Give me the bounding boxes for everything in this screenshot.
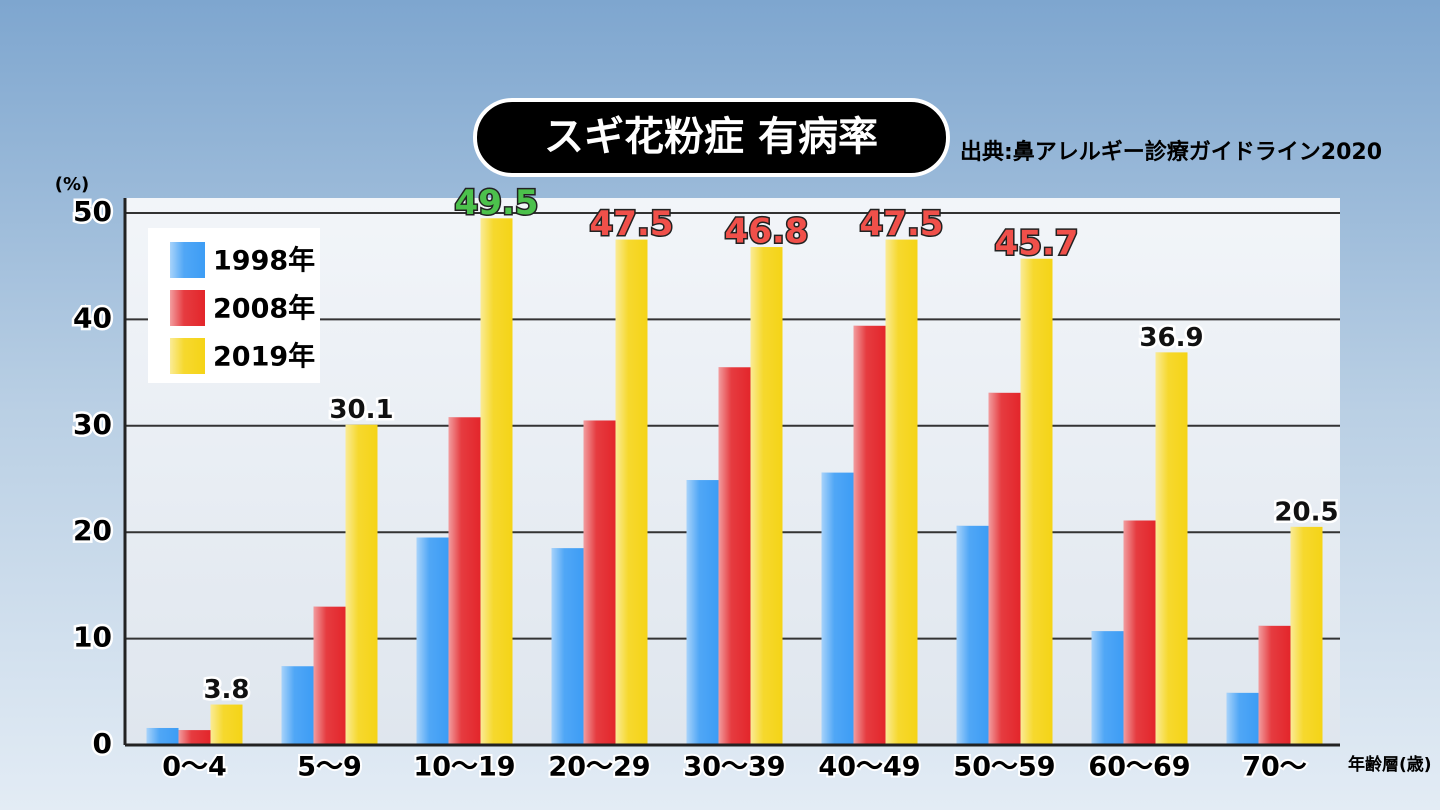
x-tick-label: 10〜19 xyxy=(413,752,515,783)
y-tick-label: 40 xyxy=(73,301,112,334)
bar-highlight xyxy=(1258,625,1291,745)
chart-title: スギ花粉症 有病率 xyxy=(544,114,878,160)
legend-swatch-highlight xyxy=(170,242,205,278)
bar-highlight xyxy=(551,548,584,745)
x-tick-label: 60〜69 xyxy=(1088,752,1190,783)
x-axis-label: 年齢層(歳) xyxy=(1348,754,1432,775)
legend-label: 2019年 xyxy=(213,341,315,373)
bar-highlight xyxy=(210,704,243,745)
bar-highlight xyxy=(146,727,179,745)
y-tick-label: 20 xyxy=(73,514,112,547)
bar-highlight xyxy=(345,424,378,745)
bar-highlight xyxy=(1155,352,1188,745)
bar-highlight xyxy=(1290,526,1323,745)
y-axis-label: (%) xyxy=(55,174,90,195)
y-tick-label: 0 xyxy=(93,727,112,760)
bar-highlight xyxy=(1020,258,1053,745)
x-tick-label: 20〜29 xyxy=(548,752,650,783)
bar-highlight xyxy=(281,666,314,745)
x-tick-label: 40〜49 xyxy=(818,752,920,783)
x-tick-label: 5〜9 xyxy=(297,752,362,783)
value-label: 49.5 xyxy=(455,183,539,223)
value-label: 47.5 xyxy=(590,204,674,244)
title-box xyxy=(473,98,950,177)
bar-highlight xyxy=(988,392,1021,745)
bar-highlight xyxy=(313,606,346,745)
y-tick-label: 10 xyxy=(73,621,112,654)
value-label: 20.5 xyxy=(1274,497,1338,527)
x-tick-label: 30〜39 xyxy=(683,752,785,783)
bar-highlight xyxy=(583,420,616,745)
x-tick-label: 70〜 xyxy=(1242,752,1307,783)
bar-highlight xyxy=(1123,520,1156,745)
x-tick-label: 0〜4 xyxy=(162,752,227,783)
bar-highlight xyxy=(956,525,989,745)
legend-swatch-highlight xyxy=(170,290,205,326)
bar-highlight xyxy=(885,239,918,745)
value-label: 3.8 xyxy=(203,675,249,705)
value-label: 36.9 xyxy=(1139,323,1203,353)
bar-highlight xyxy=(821,472,854,745)
bar-highlight xyxy=(853,325,886,745)
bar-highlight xyxy=(1091,631,1124,745)
y-tick-label: 30 xyxy=(73,408,112,441)
x-tick-label: 50〜59 xyxy=(953,752,1055,783)
value-label: 47.5 xyxy=(860,204,944,244)
bar-highlight xyxy=(750,247,783,745)
bars: 3.8 30.1 49.5 47.5 46.8 47.5 45.7 36.9 20.5 xyxy=(146,181,1341,745)
bar-highlight xyxy=(416,537,449,745)
value-label: 46.8 xyxy=(725,212,809,252)
bar-highlight xyxy=(448,417,481,745)
legend-label: 2008年 xyxy=(213,293,315,325)
value-label: 30.1 xyxy=(329,395,393,425)
legend: 1998年 2008年 2019年 xyxy=(170,242,315,374)
bar-highlight xyxy=(1226,692,1259,745)
source: 出典:鼻アレルギー診療ガイドライン2020 xyxy=(960,139,1382,165)
y-tick-label: 50 xyxy=(73,195,112,228)
bar-highlight xyxy=(718,367,751,745)
legend-label: 1998年 xyxy=(213,245,315,277)
legend-swatch-highlight xyxy=(170,338,205,374)
bar-highlight xyxy=(686,480,719,745)
value-label: 45.7 xyxy=(995,223,1079,263)
bar-highlight xyxy=(178,730,211,745)
bar-highlight xyxy=(615,239,648,745)
bar-highlight xyxy=(480,218,513,745)
